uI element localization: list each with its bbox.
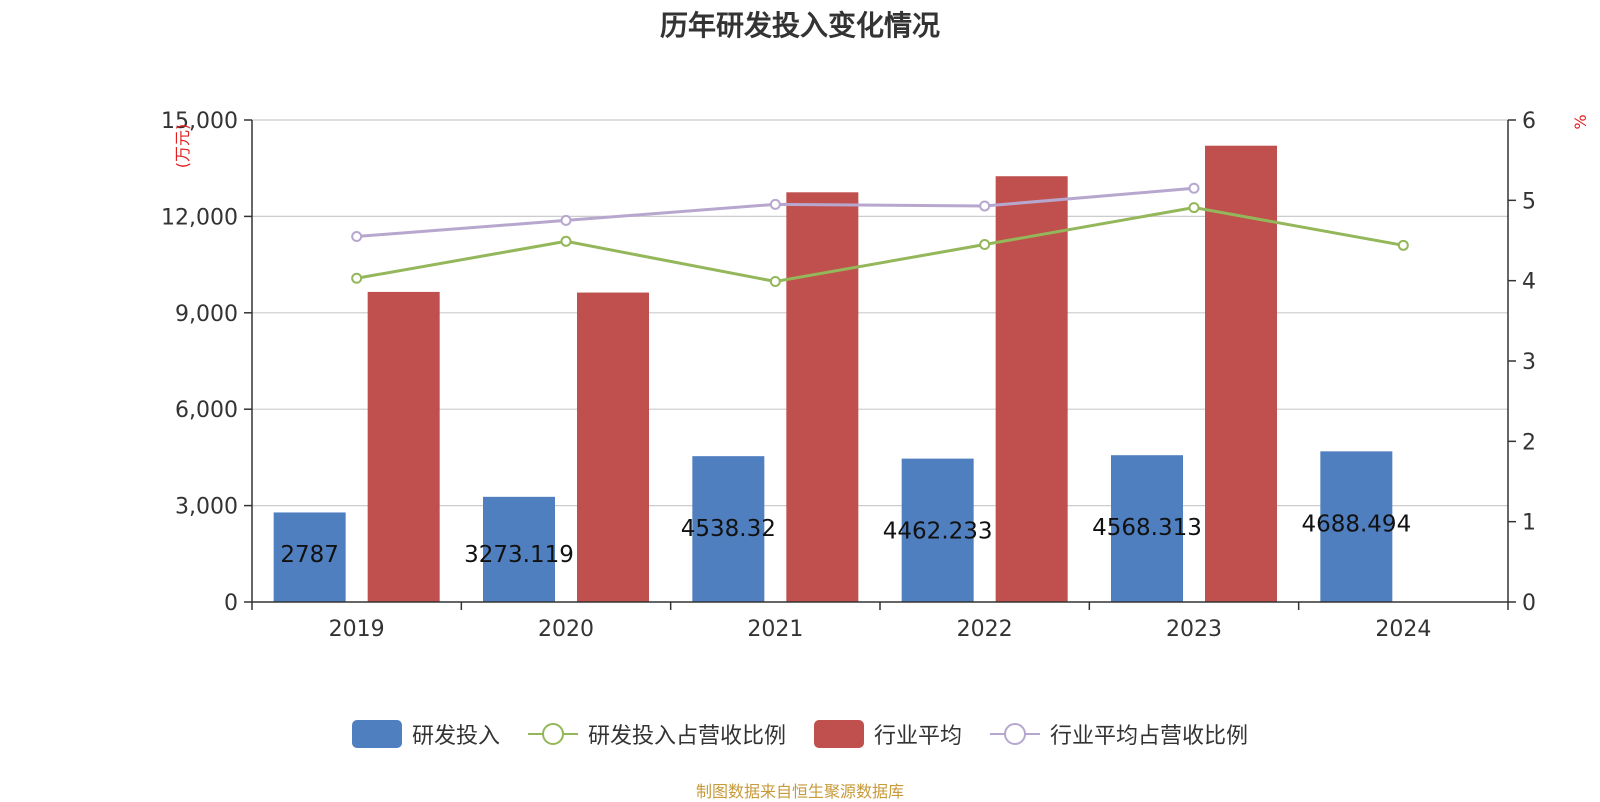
x-tick-label: 2019 [329, 617, 385, 642]
bar-industry-average-2020[interactable] [577, 292, 649, 602]
legend-swatch-rd-investment [351, 720, 402, 748]
y-left-tick-label: 12,000 [161, 205, 238, 230]
point-rd-ratio-2024[interactable] [1397, 239, 1409, 251]
x-tick-label: 2024 [1375, 617, 1431, 642]
x-tick-label: 2022 [957, 617, 1013, 642]
bar-industry-average-2023[interactable] [1205, 145, 1277, 602]
point-rd-ratio-2022[interactable] [979, 239, 991, 251]
x-tick-label: 2023 [1166, 617, 1222, 642]
y-right-unit: % [1571, 114, 1590, 129]
bar-value-label-2022: 4462.233 [883, 519, 993, 545]
bar-rd-investment-2022[interactable] [901, 458, 974, 602]
bar-value-label-2023: 4568.313 [1092, 515, 1202, 541]
point-rd-ratio-2019[interactable] [351, 272, 363, 284]
y-right-tick-label: 6 [1522, 109, 1536, 134]
bar-value-label-2021: 4538.32 [681, 516, 776, 542]
y-left-tick-label: 6,000 [175, 398, 238, 423]
y-left-tick-label: 15,000 [161, 109, 238, 134]
source-note: 制图数据来自恒生聚源数据库 [695, 782, 904, 801]
axes-layer: 0 3,000 6,000 9,000 12,000 15,000 0 1 2 3 4 5 6 2019 2… [161, 109, 1590, 642]
y-left-tick-label: 3,000 [175, 495, 238, 520]
grid-layer [252, 119, 1508, 507]
y-left-tick-label: 0 [224, 591, 238, 616]
bar-rd-investment-2024[interactable] [1320, 451, 1393, 602]
y-right-tick-label: 1 [1522, 511, 1536, 536]
labels-layer: 2787 3273.119 4538.32 4462.233 4568.313 4688.… [280, 511, 1411, 568]
legend-item-rd-ratio[interactable]: 研发投入占营收比例 [527, 718, 786, 750]
y-right-tick-label: 4 [1522, 270, 1536, 295]
bar-value-label-2024: 4688.494 [1301, 511, 1411, 537]
legend-label-industry-ratio: 行业平均占营收比例 [1050, 724, 1249, 749]
bar-industry-average-2021[interactable] [786, 192, 859, 603]
bar-rd-investment-2023[interactable] [1111, 455, 1183, 602]
point-industry-ratio-2021[interactable] [769, 198, 781, 210]
point-rd-ratio-2021[interactable] [769, 275, 781, 287]
legend-item-industry-average[interactable]: 行业平均 [814, 718, 962, 750]
bar-value-label-2020: 3273.119 [464, 542, 574, 568]
y-right-tick-label: 3 [1522, 350, 1536, 375]
legend-swatch-industry-average [814, 720, 864, 748]
y-left-tick-label: 9,000 [175, 302, 238, 327]
legend-label-rd-investment: 研发投入 [411, 724, 500, 749]
point-rd-ratio-2023[interactable] [1188, 202, 1200, 214]
legend-item-rd-investment[interactable]: 研发投入 [351, 718, 500, 750]
y-left-unit: (万元) [173, 124, 192, 169]
point-industry-ratio-2023[interactable] [1188, 182, 1200, 194]
y-right-tick-label: 0 [1522, 591, 1536, 616]
legend-swatch-industry-ratio [990, 723, 1041, 745]
y-right-tick-label: 5 [1522, 189, 1536, 214]
legend-label-rd-ratio: 研发投入占营收比例 [587, 724, 786, 749]
bar-industry-average-2022[interactable] [995, 176, 1068, 602]
point-industry-ratio-2019[interactable] [351, 230, 363, 242]
legend-label-industry-average: 行业平均 [874, 724, 963, 749]
x-tick-label: 2021 [747, 617, 803, 642]
bars-layer [273, 145, 1393, 603]
point-industry-ratio-2020[interactable] [560, 214, 572, 226]
lines-layer [351, 182, 1409, 287]
point-industry-ratio-2022[interactable] [979, 200, 991, 212]
x-tick-label: 2020 [538, 617, 594, 642]
legend: 研发投入 研发投入占营收比例 行业平均 行业平均占营收比例 [0, 718, 1600, 750]
bar-rd-investment-2021[interactable] [692, 456, 765, 602]
line-rd-ratio [356, 206, 1404, 283]
legend-swatch-rd-ratio [527, 723, 578, 745]
legend-item-industry-ratio[interactable]: 行业平均占营收比例 [990, 718, 1248, 750]
bar-value-label-2019: 2787 [280, 542, 339, 568]
point-rd-ratio-2020[interactable] [560, 235, 572, 247]
bar-rd-investment-2019[interactable] [273, 512, 346, 602]
y-right-tick-label: 2 [1522, 430, 1536, 455]
bar-industry-average-2019[interactable] [367, 291, 440, 602]
chart-title: 历年研发投入变化情况 [659, 9, 940, 42]
bar-rd-investment-2020[interactable] [483, 496, 555, 602]
